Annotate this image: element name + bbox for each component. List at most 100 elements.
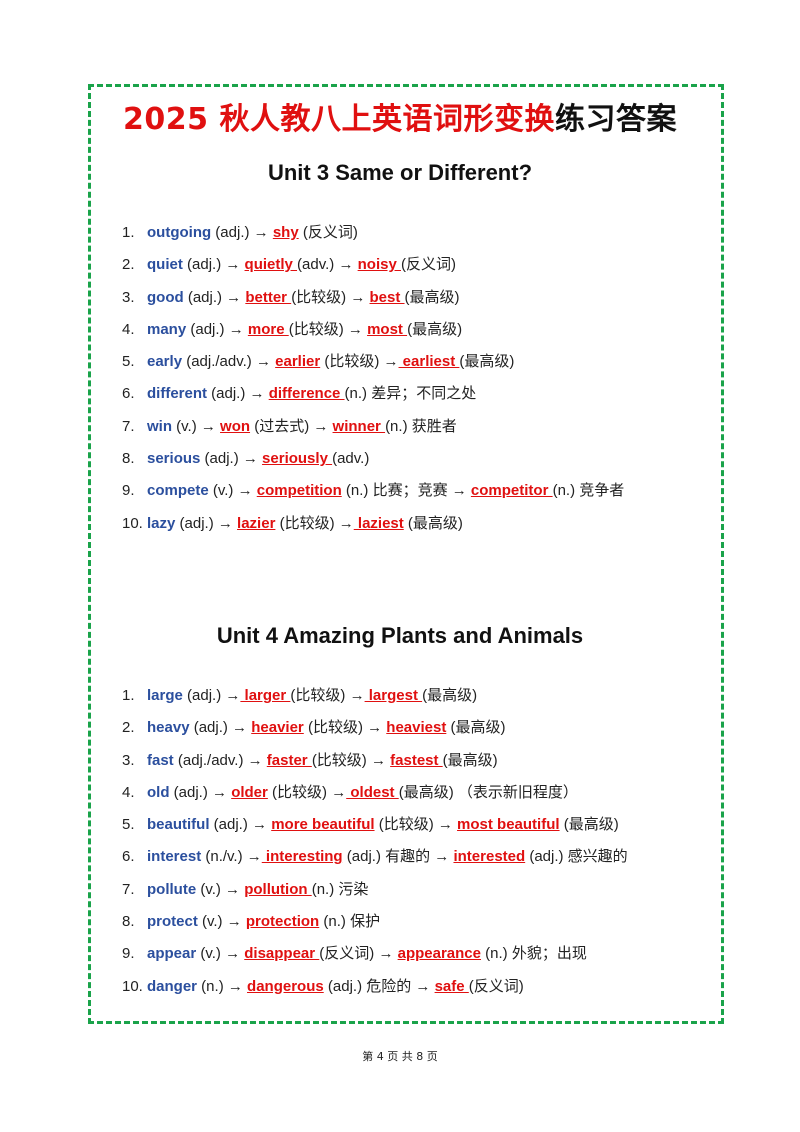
item-text: (adj.) 感兴趣的 <box>525 848 628 866</box>
item-text: (比较级) → <box>267 783 347 801</box>
page-title: 2025 秋人教八上英语词形变换练习答案 <box>0 94 800 138</box>
item-text: (adj.) → <box>207 385 269 403</box>
list-item: 10. danger (n.) → dangerous (adj.) 危险的 → … <box>122 971 730 1003</box>
item-text: (v.) → <box>197 913 246 931</box>
keyword: early <box>147 353 183 371</box>
list-item: 9. compete (v.) → competition (n.) 比赛；竞赛 … <box>122 475 730 507</box>
item-text: (v.) → <box>208 482 257 500</box>
item-text: (最高级) <box>446 719 506 737</box>
keyword: compete <box>147 482 209 500</box>
item-text: (n.) 差异；不同之处 <box>344 385 477 403</box>
title-part-1: 2025 秋人教八上英语 <box>123 102 433 137</box>
item-text: (反义词) <box>400 256 456 274</box>
title-part-3: 练习答案 <box>554 102 677 137</box>
list-item: 1. outgoing (adj.) → shy (反义词) <box>122 217 730 249</box>
keyword: quiet <box>147 256 183 274</box>
answer-word: older <box>231 783 268 801</box>
item-text: (adj./adv.) → <box>182 353 276 371</box>
item-text: (adj.) → <box>209 816 272 834</box>
item-number: 2. <box>122 719 135 737</box>
item-text: (adj.) → <box>186 320 248 338</box>
answer-word: most beautiful <box>457 816 560 834</box>
answer-word: pollution <box>244 880 312 898</box>
item-number: 5. <box>122 816 135 834</box>
list-item: 7. win (v.) → won (过去式) → winner (n.) 获胜者 <box>122 411 730 443</box>
item-text: (最高级) <box>404 288 460 306</box>
answer-word: winner <box>332 417 386 435</box>
unit-3-heading: Unit 3 Same or Different? <box>267 160 533 185</box>
item-text: (n.) 保护 <box>319 913 381 931</box>
item-number: 8. <box>122 913 135 931</box>
item-text: (adj.) → <box>175 514 238 532</box>
item-number: 7. <box>122 417 135 435</box>
list-item: 4. many (adj.) → more (比较级) → most (最高级) <box>122 314 730 346</box>
answer-word: lazier <box>237 514 276 532</box>
list-item: 3. good (adj.) → better (比较级) → best (最高级… <box>122 282 730 314</box>
answer-word: fastest <box>390 751 443 769</box>
keyword: heavy <box>147 719 190 737</box>
item-text: (v.) → <box>196 945 245 963</box>
answer-word: shy <box>272 224 299 241</box>
list-item: 5. early (adj./adv.) → earlier (比较级) → ea… <box>122 346 730 378</box>
item-text: (n.) 竞争者 <box>552 482 625 500</box>
list-item: 2. quiet (adj.) → quietly (adv.) → noisy … <box>122 249 730 281</box>
item-text: (比较级) → <box>275 514 354 532</box>
item-text: (n.) 比赛；竞赛 → <box>341 482 471 500</box>
dashed-border-frame <box>88 84 724 1024</box>
unit-4-heading: Unit 4 Amazing Plants and Animals <box>216 623 584 648</box>
answer-word: earlier <box>275 353 321 371</box>
keyword: pollute <box>147 880 197 898</box>
keyword: outgoing <box>147 224 212 241</box>
list-item: 7. pollute (v.) → pollution (n.) 污染 <box>122 874 730 906</box>
list-item: 6. interest (n./v.) → interesting (adj.) … <box>122 841 730 873</box>
keyword: win <box>147 417 172 435</box>
answer-word: laziest <box>353 514 404 532</box>
item-text: (adj.) 危险的 → <box>323 977 435 995</box>
item-text: (adj./adv.) → <box>173 751 267 769</box>
item-number: 6. <box>122 385 135 403</box>
item-number: 1. <box>122 687 135 704</box>
answer-word: quietly <box>244 256 298 274</box>
page-footer: 第 4 页 共 8 页 <box>362 1050 438 1063</box>
unit-3-word-list: 1. outgoing (adj.) → shy (反义词) 2. quiet (ad… <box>122 217 730 540</box>
answer-word: largest <box>364 687 423 704</box>
item-text: (最高级) <box>403 514 463 532</box>
item-text: (比较级) → <box>374 816 458 834</box>
item-text: (n.) → <box>197 977 248 995</box>
list-item: 10. lazy (adj.) → lazier (比较级) → laziest … <box>122 508 730 540</box>
list-item: 4. old (adj.) → older (比较级) → oldest (最高级… <box>122 777 730 809</box>
item-text: (最高级) <box>442 751 498 769</box>
keyword: interest <box>147 848 202 866</box>
item-text: (adv.) <box>332 450 370 468</box>
item-number: 9. <box>122 482 135 500</box>
item-text: (adv.) → <box>297 256 358 274</box>
keyword: many <box>147 320 187 338</box>
answer-word: interesting <box>261 848 343 866</box>
item-text: (比较级) → <box>288 320 368 338</box>
list-item: 8. protect (v.) → protection (n.) 保护 <box>122 906 730 938</box>
item-number: 4. <box>122 783 135 801</box>
item-number: 4. <box>122 320 135 338</box>
item-number: 6. <box>122 848 135 866</box>
item-number: 3. <box>122 751 135 769</box>
keyword: serious <box>147 450 201 468</box>
item-text: (n./v.) → <box>201 848 262 866</box>
keyword: large <box>147 687 183 704</box>
keyword: beautiful <box>147 816 210 834</box>
answer-word: disappear <box>244 945 320 963</box>
item-text: (比较级) → <box>291 288 370 306</box>
item-number: 8. <box>122 450 135 468</box>
list-item: 3. fast (adj./adv.) → faster (比较级) → fast… <box>122 745 730 777</box>
list-item: 5. beautiful (adj.) → more beautiful (比较级… <box>122 809 730 841</box>
item-text: (反义词) <box>468 977 524 995</box>
item-text: (adj.) → <box>200 450 263 468</box>
list-item: 1. large (adj.) → larger (比较级) → largest … <box>122 680 730 712</box>
item-text: (n.) 获胜者 <box>385 417 457 435</box>
answer-word: oldest <box>346 783 399 801</box>
item-text: (adj.) → <box>182 687 241 704</box>
answer-word: heaviest <box>386 719 447 737</box>
answer-word: competitor <box>470 482 553 500</box>
answer-word: won <box>220 417 251 435</box>
item-text: (adj.) 有趣的 → <box>342 848 454 866</box>
item-text: (反义词) → <box>319 945 398 963</box>
